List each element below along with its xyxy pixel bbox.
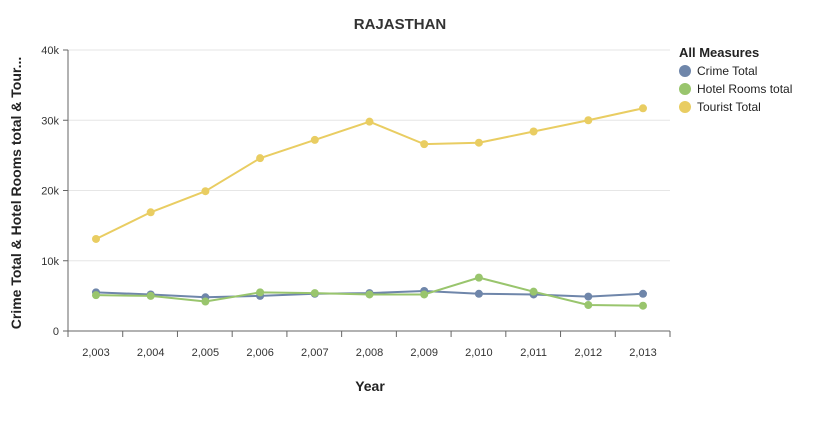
data-point[interactable]	[529, 127, 538, 136]
x-tick-label: 2,003	[82, 347, 110, 359]
x-tick-label: 2,006	[246, 347, 274, 359]
data-point[interactable]	[474, 289, 483, 298]
x-tick-label: 2,012	[575, 347, 603, 359]
grid-layer	[68, 49, 670, 262]
legend-swatch	[679, 83, 691, 95]
data-point[interactable]	[474, 138, 483, 147]
y-tick-label: 30k	[41, 115, 59, 127]
x-tick-label: 2,011	[520, 347, 547, 359]
data-point[interactable]	[420, 290, 429, 299]
data-point[interactable]	[639, 104, 647, 113]
series-layer	[92, 104, 647, 310]
data-point[interactable]	[365, 290, 374, 299]
x-axis-title: Year	[355, 378, 385, 394]
chart-title: RAJASTHAN	[354, 16, 447, 33]
data-point[interactable]	[256, 154, 265, 163]
x-tick-label: 2,004	[137, 347, 165, 359]
data-point[interactable]	[584, 301, 593, 310]
data-point[interactable]	[529, 287, 538, 296]
axis-layer: 0 10k 20k 30k 40k 2,003 2,004 2,005 2,006 2,007 2,…	[41, 45, 671, 359]
y-tick-label: 20k	[41, 186, 59, 198]
legend-label: Hotel Rooms total	[697, 82, 792, 96]
y-tick-label: 40k	[41, 45, 59, 57]
y-tick-label: 10k	[41, 256, 59, 268]
data-point[interactable]	[92, 291, 100, 300]
legend-swatch	[679, 101, 691, 113]
legend-swatch	[679, 65, 691, 77]
data-point[interactable]	[310, 135, 319, 144]
data-point[interactable]	[639, 301, 647, 310]
data-point[interactable]	[146, 291, 155, 300]
y-tick-label: 0	[53, 326, 59, 338]
data-point[interactable]	[201, 297, 210, 306]
data-point[interactable]	[474, 273, 483, 282]
legend-label: Tourist Total	[697, 100, 761, 114]
data-point[interactable]	[92, 234, 100, 243]
x-tick-label: 2,010	[465, 347, 493, 359]
x-tick-label: 2,008	[356, 347, 384, 359]
x-tick-label: 2,009	[410, 347, 438, 359]
y-axis-title: Crime Total & Hotel Rooms total & Tour..…	[8, 57, 24, 330]
data-point[interactable]	[420, 140, 429, 149]
legend-title: All Measures	[679, 45, 759, 60]
x-tick-label: 2,005	[192, 347, 220, 359]
x-tick-label: 2,007	[301, 347, 329, 359]
data-point[interactable]	[584, 292, 593, 301]
legend: All Measures Crime Total Hotel Rooms tota…	[679, 45, 792, 114]
data-point[interactable]	[584, 116, 593, 125]
data-point[interactable]	[639, 289, 647, 298]
legend-items: Crime Total Hotel Rooms total Tourist Tota…	[679, 64, 792, 114]
legend-label: Crime Total	[697, 64, 757, 78]
data-point[interactable]	[365, 117, 374, 126]
data-point[interactable]	[310, 289, 319, 298]
data-point[interactable]	[201, 187, 210, 196]
x-tick-label: 2,013	[629, 347, 657, 359]
series-line-2	[95, 107, 644, 240]
data-point[interactable]	[256, 288, 265, 297]
data-point[interactable]	[146, 208, 155, 217]
